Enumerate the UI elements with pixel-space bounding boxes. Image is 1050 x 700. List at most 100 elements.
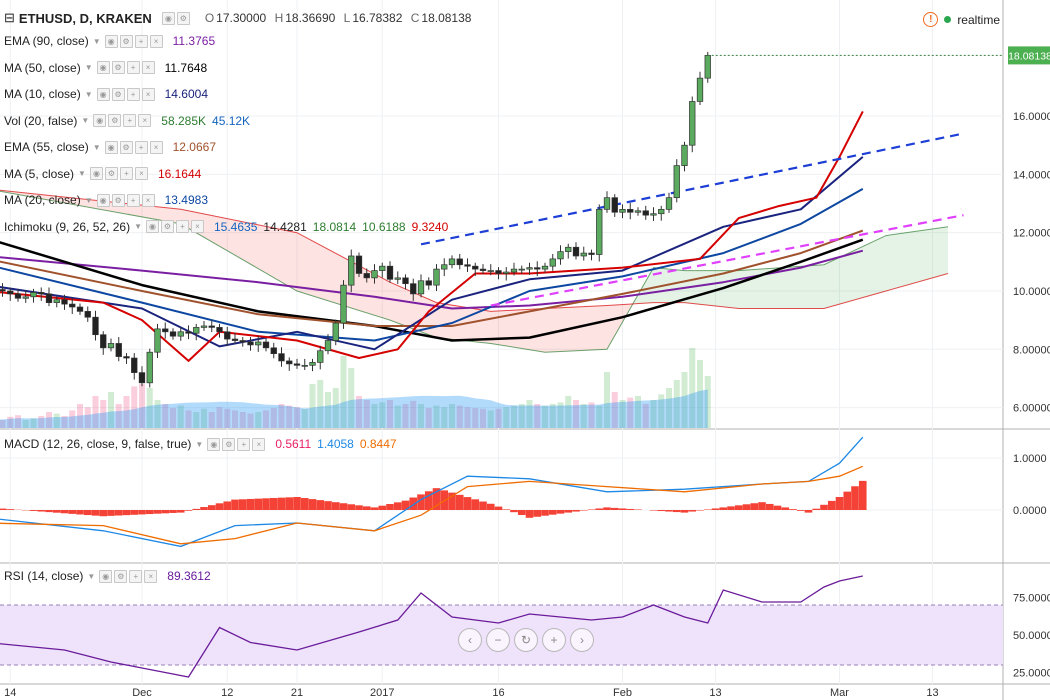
indicator-legend-row[interactable]: MA (10, close) ▼ ◉ ⚙ + × 14.6004 xyxy=(4,87,208,101)
close-icon[interactable]: × xyxy=(141,61,155,74)
eye-icon[interactable]: ◉ xyxy=(104,140,118,154)
macd-histogram-bar xyxy=(393,502,402,510)
cloud-segment xyxy=(754,269,759,309)
plus-icon[interactable]: + xyxy=(134,140,148,154)
gear-icon[interactable]: ⚙ xyxy=(111,193,125,207)
indicator-legend-row[interactable]: EMA (55, close) ▼ ◉ ⚙ + × 12.0667 xyxy=(4,140,216,154)
plus-icon[interactable]: + xyxy=(119,167,133,180)
macd-histogram-bar xyxy=(207,505,216,510)
close-icon[interactable]: × xyxy=(252,437,266,451)
eye-icon[interactable]: ◉ xyxy=(96,193,110,207)
close-icon[interactable]: × xyxy=(191,220,204,233)
cloud-segment xyxy=(649,267,654,303)
dropdown-arrow-icon[interactable]: ▼ xyxy=(84,195,93,205)
eye-icon[interactable]: ◉ xyxy=(161,11,175,25)
plus-icon[interactable]: + xyxy=(126,193,140,207)
dropdown-arrow-icon[interactable]: ▼ xyxy=(195,439,204,449)
gear-icon[interactable]: ⚙ xyxy=(222,437,236,451)
candle xyxy=(510,262,518,276)
dropdown-arrow-icon[interactable]: ▼ xyxy=(84,63,93,72)
gear-icon[interactable]: ⚙ xyxy=(111,61,125,74)
cloud-segment xyxy=(355,263,359,311)
plus-icon[interactable]: + xyxy=(237,437,251,451)
indicator-legend-row[interactable]: MA (20, close) ▼ ◉ ⚙ + × 13.4983 xyxy=(4,193,208,207)
menu-icon[interactable]: ⊟ xyxy=(4,10,15,25)
zoom-out-icon[interactable]: − xyxy=(486,628,510,652)
plus-icon[interactable]: + xyxy=(134,34,148,48)
close-icon[interactable]: × xyxy=(141,193,155,207)
eye-icon[interactable]: ◉ xyxy=(207,437,221,451)
close-icon[interactable]: × xyxy=(149,34,163,48)
plus-icon[interactable]: + xyxy=(126,61,140,74)
symbol-label[interactable]: ETHUSD, D, KRAKEN xyxy=(18,10,152,26)
indicator-legend-row[interactable]: RSI (14, close) ▼ ◉ ⚙ + × 89.3612 xyxy=(4,569,211,583)
plus-icon[interactable]: + xyxy=(126,87,140,101)
macd-histogram-bar xyxy=(91,510,100,516)
close-icon[interactable]: × xyxy=(134,167,148,180)
dropdown-arrow-icon[interactable]: ▼ xyxy=(84,89,93,99)
close-icon[interactable]: × xyxy=(141,87,155,101)
indicator-legend-row[interactable]: MACD (12, 26, close, 9, false, true) ▼ ◉ ⚙ +… xyxy=(4,437,397,451)
scroll-right-icon[interactable]: › xyxy=(570,628,594,652)
close-icon[interactable]: × xyxy=(138,114,152,127)
price-tick-label: 14.00000 xyxy=(1013,169,1050,181)
volume-bar xyxy=(449,404,455,428)
gear-icon[interactable]: ⚙ xyxy=(119,34,133,48)
macd-histogram-bar xyxy=(812,508,821,510)
eye-icon[interactable]: ◉ xyxy=(99,569,113,583)
cloud-segment xyxy=(254,224,259,269)
eye-icon[interactable]: ◉ xyxy=(89,167,103,180)
macd-histogram-bar xyxy=(587,509,596,510)
gear-icon[interactable]: ⚙ xyxy=(111,87,125,101)
scroll-left-icon[interactable]: ‹ xyxy=(458,628,482,652)
plus-icon[interactable]: + xyxy=(129,569,143,583)
zoom-in-icon[interactable]: + xyxy=(542,628,566,652)
indicator-legend-row[interactable]: Ichimoku (9, 26, 52, 26) ▼ ◉ ⚙ + × 15.4635 14.4… xyxy=(4,220,448,234)
macd-histogram-bar xyxy=(192,508,201,510)
gear-icon[interactable]: ⚙ xyxy=(161,220,174,233)
warning-icon[interactable]: ! xyxy=(923,12,939,27)
candle-body xyxy=(696,77,704,102)
close-icon[interactable]: × xyxy=(144,569,158,583)
reset-icon[interactable]: ↻ xyxy=(514,628,538,652)
gear-icon[interactable]: ⚙ xyxy=(108,114,122,127)
macd-histogram-bar xyxy=(262,498,270,510)
indicator-legend-row[interactable]: MA (50, close) ▼ ◉ ⚙ + × 11.7648 xyxy=(4,61,207,75)
gear-icon[interactable]: ⚙ xyxy=(104,167,118,180)
macd-histogram-bar xyxy=(60,510,69,514)
indicator-legend-row[interactable]: MA (5, close) ▼ ◉ ⚙ + × 16.1644 xyxy=(4,167,201,181)
plus-icon[interactable]: + xyxy=(176,220,189,233)
dropdown-arrow-icon[interactable]: ▼ xyxy=(78,169,86,178)
eye-icon[interactable]: ◉ xyxy=(93,114,107,127)
candle xyxy=(107,338,115,352)
dropdown-arrow-icon[interactable]: ▼ xyxy=(87,571,96,581)
volume-bar xyxy=(549,404,556,428)
eye-icon[interactable]: ◉ xyxy=(96,61,110,74)
indicator-legend-row[interactable]: EMA (90, close) ▼ ◉ ⚙ + × 11.3765 xyxy=(4,34,215,48)
candle-body xyxy=(45,293,53,303)
macd-histogram-bar xyxy=(672,510,681,513)
cloud-segment xyxy=(924,229,929,281)
cloud-segment xyxy=(370,271,375,316)
gear-icon[interactable]: ⚙ xyxy=(114,569,128,583)
gear-icon[interactable]: ⚙ xyxy=(119,140,133,154)
dropdown-arrow-icon[interactable]: ▼ xyxy=(92,36,101,46)
eye-icon[interactable]: ◉ xyxy=(104,34,118,48)
close-icon[interactable]: × xyxy=(149,140,163,154)
dropdown-arrow-icon[interactable]: ▼ xyxy=(134,222,142,231)
cloud-segment xyxy=(525,309,530,350)
eye-icon[interactable]: ◉ xyxy=(146,220,159,233)
cloud-segment xyxy=(242,221,247,262)
indicator-value: 14.4281 xyxy=(263,219,307,234)
cloud-segment xyxy=(87,199,92,208)
plus-icon[interactable]: + xyxy=(123,114,137,127)
eye-icon[interactable]: ◉ xyxy=(96,87,110,101)
x-tick-label: Dec xyxy=(132,687,152,699)
dropdown-arrow-icon[interactable]: ▼ xyxy=(81,116,90,125)
volume-bar xyxy=(596,405,603,428)
indicator-legend-row[interactable]: Vol (20, false) ▼ ◉ ⚙ + × 58.285K 45.12K xyxy=(4,114,250,128)
gear-icon[interactable]: ⚙ xyxy=(176,11,190,25)
cloud-segment xyxy=(893,233,898,289)
dropdown-arrow-icon[interactable]: ▼ xyxy=(92,142,101,152)
